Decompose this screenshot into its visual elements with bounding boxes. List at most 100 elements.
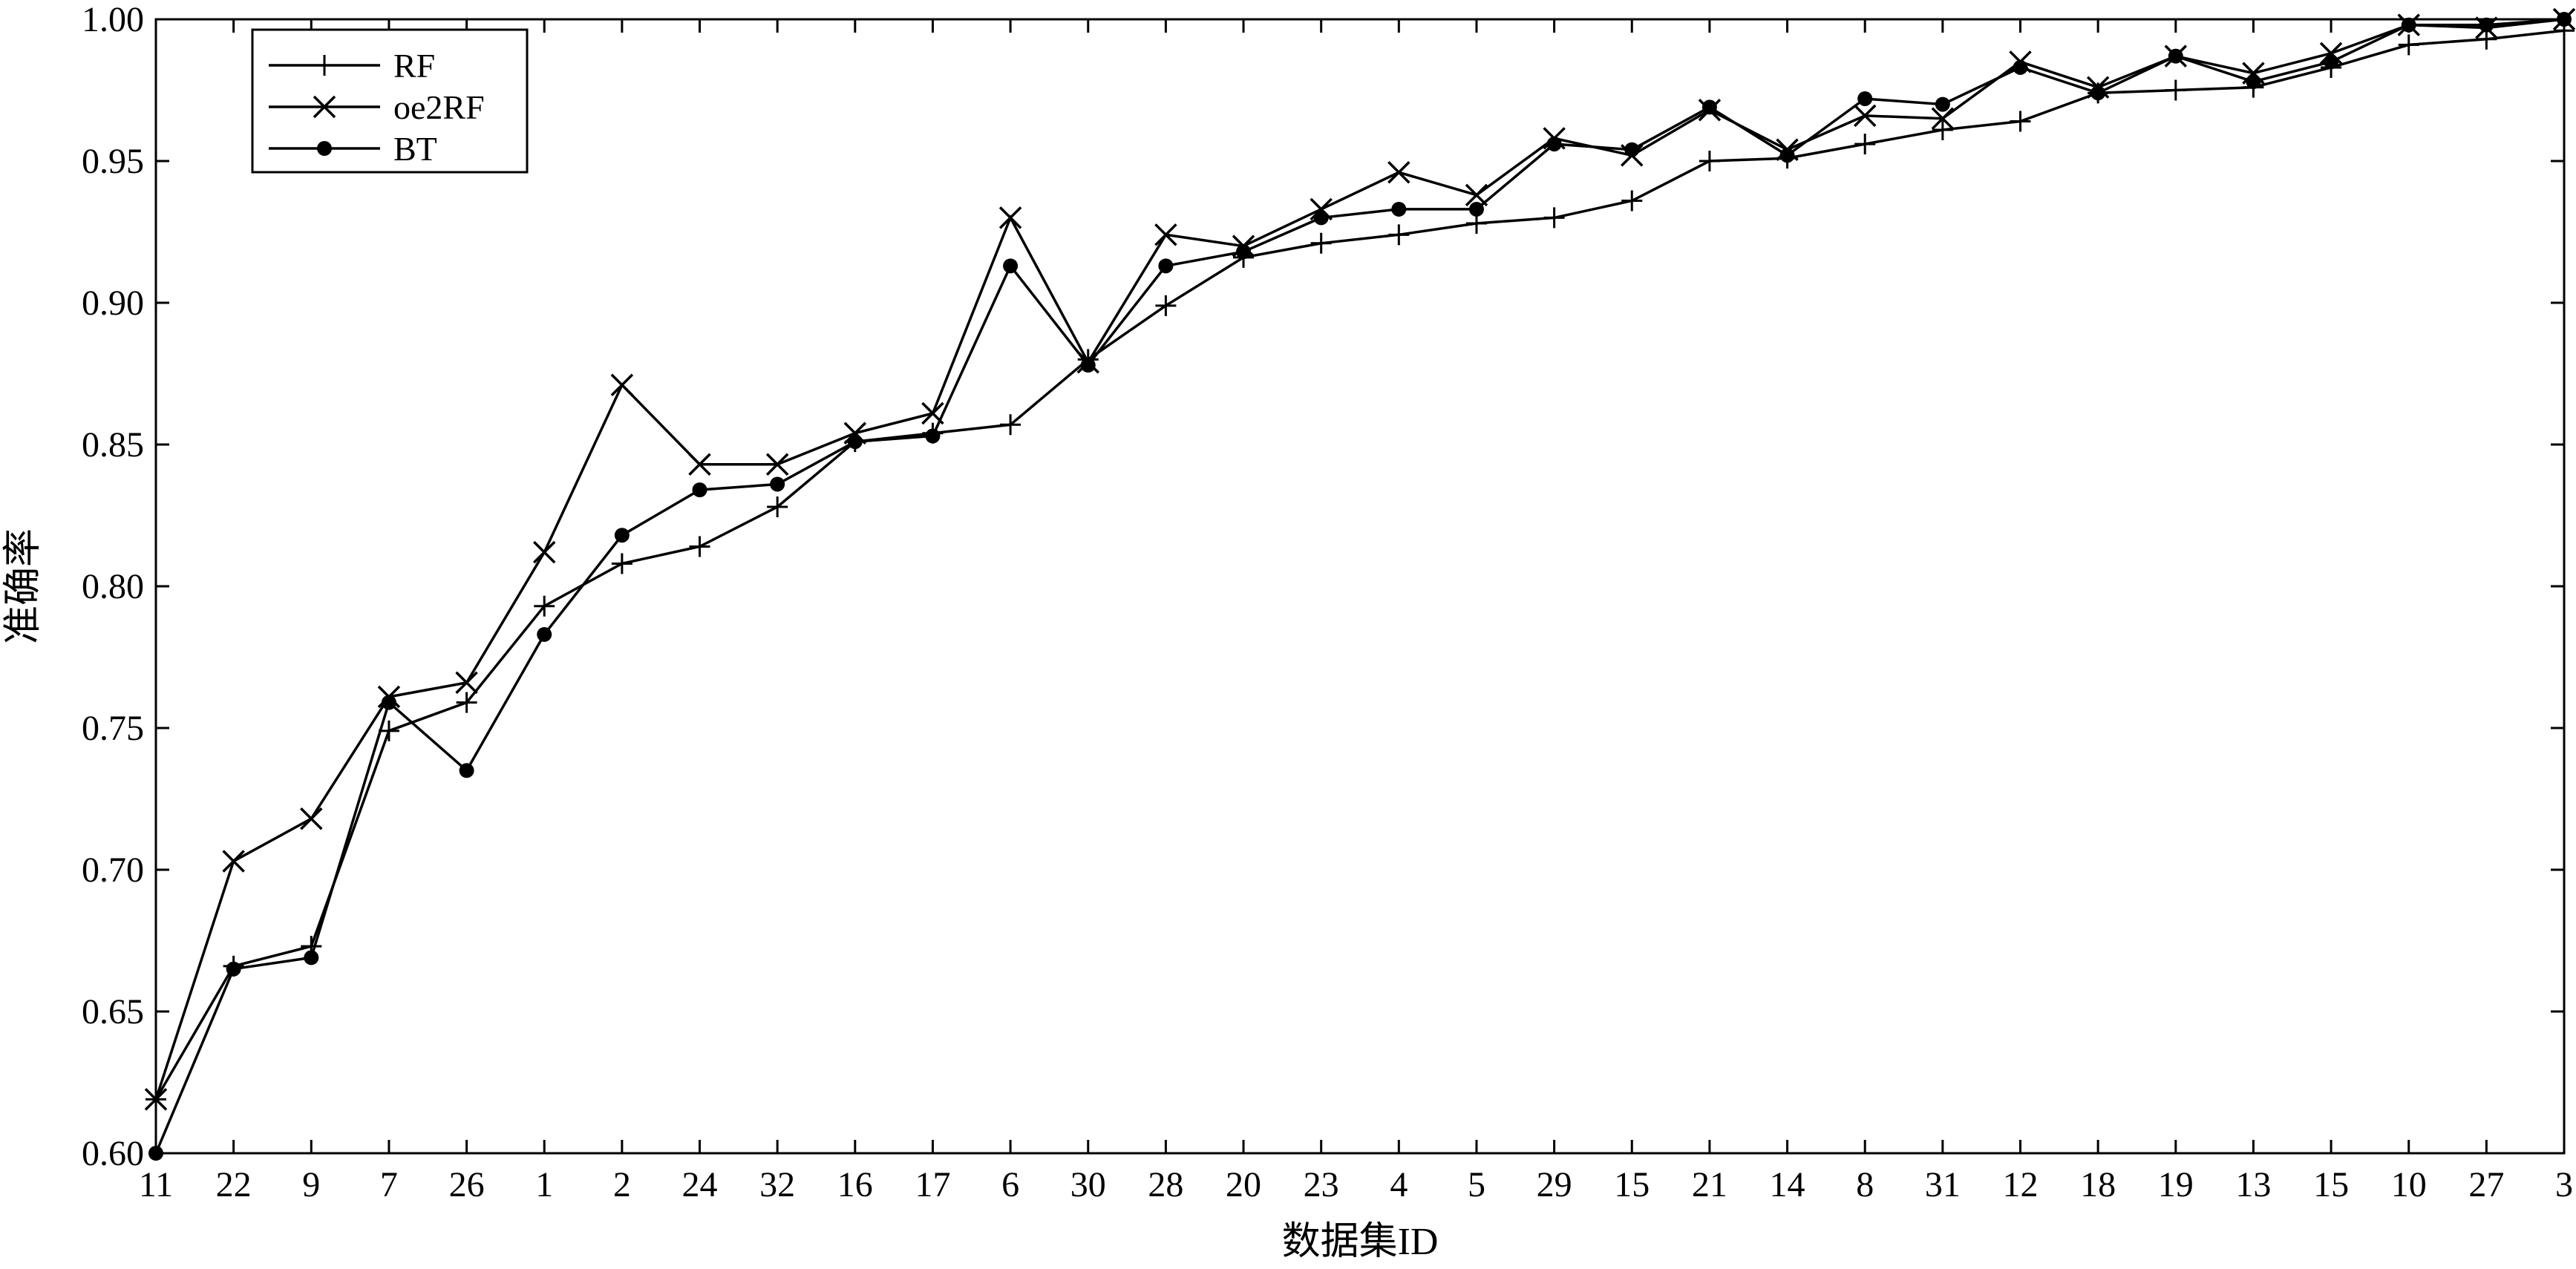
data-point-RF — [1155, 295, 1177, 316]
x-tick-label: 23 — [1304, 1165, 1339, 1204]
series-lines — [154, 18, 2565, 1154]
data-point-BT — [1546, 137, 1562, 152]
x-tick-label: 27 — [2468, 1165, 2504, 1204]
x-tick-label: 22 — [216, 1165, 252, 1204]
data-point-BT — [1935, 96, 1950, 112]
x-tick-label: 17 — [915, 1165, 950, 1204]
data-point-BT — [226, 961, 241, 977]
data-point-BT — [2479, 17, 2494, 33]
data-point-oe2RF — [144, 1088, 168, 1111]
series-line-BT — [154, 18, 2565, 1154]
y-tick-label: 1.00 — [82, 0, 144, 39]
x-tick-label: 7 — [380, 1165, 398, 1204]
data-point-BT — [1003, 258, 1019, 274]
y-tick-label: 0.75 — [82, 709, 144, 748]
data-point-RF — [456, 692, 477, 713]
data-point-BT — [2557, 12, 2572, 27]
data-point-BT — [847, 434, 863, 450]
x-tick-label: 20 — [1226, 1165, 1261, 1204]
data-point-BT — [304, 950, 319, 965]
x-tick-label: 32 — [759, 1165, 795, 1204]
x-tick-label: 31 — [1925, 1165, 1961, 1204]
x-tick-label: 4 — [1390, 1165, 1408, 1204]
data-point-BT — [1391, 201, 1407, 217]
data-point-BT — [1701, 99, 1717, 115]
y-tick-label: 0.65 — [82, 992, 144, 1032]
data-point-oe2RF — [1931, 107, 1955, 130]
data-point-BT — [770, 476, 785, 492]
data-point-oe2RF — [998, 206, 1022, 229]
data-point-oe2RF — [532, 540, 556, 564]
x-axis-label: 数据集ID — [1282, 1221, 1439, 1263]
legend-label-oe2RF: oe2RF — [393, 88, 485, 126]
data-point-BT — [148, 1146, 163, 1161]
data-point-BT — [1779, 148, 1795, 163]
data-point-BT — [2090, 85, 2106, 101]
data-point-BT — [2401, 17, 2416, 33]
x-tick-label: 10 — [2391, 1165, 2427, 1204]
x-tick-label: 19 — [2158, 1165, 2194, 1204]
data-point-BT — [459, 763, 474, 778]
x-tick-label: 15 — [1614, 1165, 1650, 1204]
legend-marker-BT — [317, 141, 332, 156]
y-tick-label: 0.90 — [82, 283, 144, 323]
data-point-RF — [2398, 34, 2419, 56]
data-point-BT — [692, 482, 707, 498]
data-point-RF — [378, 720, 399, 741]
data-point-BT — [381, 695, 396, 710]
legend-box — [251, 28, 529, 174]
x-tick-label: 18 — [2080, 1165, 2116, 1204]
data-point-RF — [2165, 79, 2186, 101]
y-tick-label: 0.60 — [82, 1134, 144, 1173]
data-point-oe2RF — [688, 453, 711, 476]
data-point-RF — [689, 536, 710, 557]
data-point-RF — [1543, 207, 1565, 229]
data-point-BT — [1313, 210, 1329, 226]
data-point-RF — [2010, 111, 2031, 132]
data-point-oe2RF — [300, 807, 323, 830]
x-tick-label: 5 — [1468, 1165, 1485, 1204]
data-point-oe2RF — [921, 401, 944, 425]
data-point-oe2RF — [1387, 161, 1410, 184]
x-tick-label: 6 — [1001, 1165, 1019, 1204]
x-tick-label: 14 — [1770, 1165, 1805, 1204]
data-point-RF — [1932, 119, 1953, 140]
data-point-RF — [1000, 414, 1021, 436]
data-point-oe2RF — [1154, 223, 1177, 246]
x-tick-label: 21 — [1692, 1165, 1727, 1204]
data-point-BT — [1236, 244, 1252, 260]
x-tick-label: 12 — [2002, 1165, 2038, 1204]
legend-marker-RF — [314, 55, 335, 76]
data-point-BT — [2013, 59, 2028, 75]
data-point-oe2RF — [1465, 183, 1488, 207]
legend-label-BT: BT — [393, 130, 437, 168]
data-point-RF — [767, 496, 788, 518]
x-tick-label: 30 — [1070, 1165, 1106, 1204]
x-tick-label: 16 — [837, 1165, 873, 1204]
x-tick-label: 2 — [613, 1165, 631, 1204]
series-line-RF — [154, 29, 2565, 1101]
x-tick-label: 28 — [1148, 1165, 1183, 1204]
data-point-RF — [1854, 134, 1876, 155]
data-point-BT — [2246, 74, 2261, 90]
y-axis-label: 准确率 — [2, 528, 45, 644]
data-point-oe2RF — [765, 453, 789, 476]
y-tick-label: 0.70 — [82, 850, 144, 890]
data-point-oe2RF — [1853, 104, 1877, 128]
x-tick-label: 11 — [139, 1165, 173, 1204]
x-tick-label: 9 — [302, 1165, 320, 1204]
x-tick-label: 1 — [535, 1165, 553, 1204]
data-point-BT — [614, 528, 630, 543]
data-point-oe2RF — [455, 671, 478, 695]
data-point-RF — [1621, 190, 1643, 212]
data-point-BT — [925, 428, 941, 444]
x-tick-label: 26 — [449, 1165, 485, 1204]
x-tick-label: 13 — [2235, 1165, 2271, 1204]
x-tick-label: 3 — [2555, 1165, 2573, 1204]
data-point-RF — [1388, 224, 1410, 246]
data-point-RF — [1310, 232, 1332, 254]
data-point-RF — [1699, 151, 1720, 171]
legend-marker-oe2RF — [313, 95, 336, 119]
